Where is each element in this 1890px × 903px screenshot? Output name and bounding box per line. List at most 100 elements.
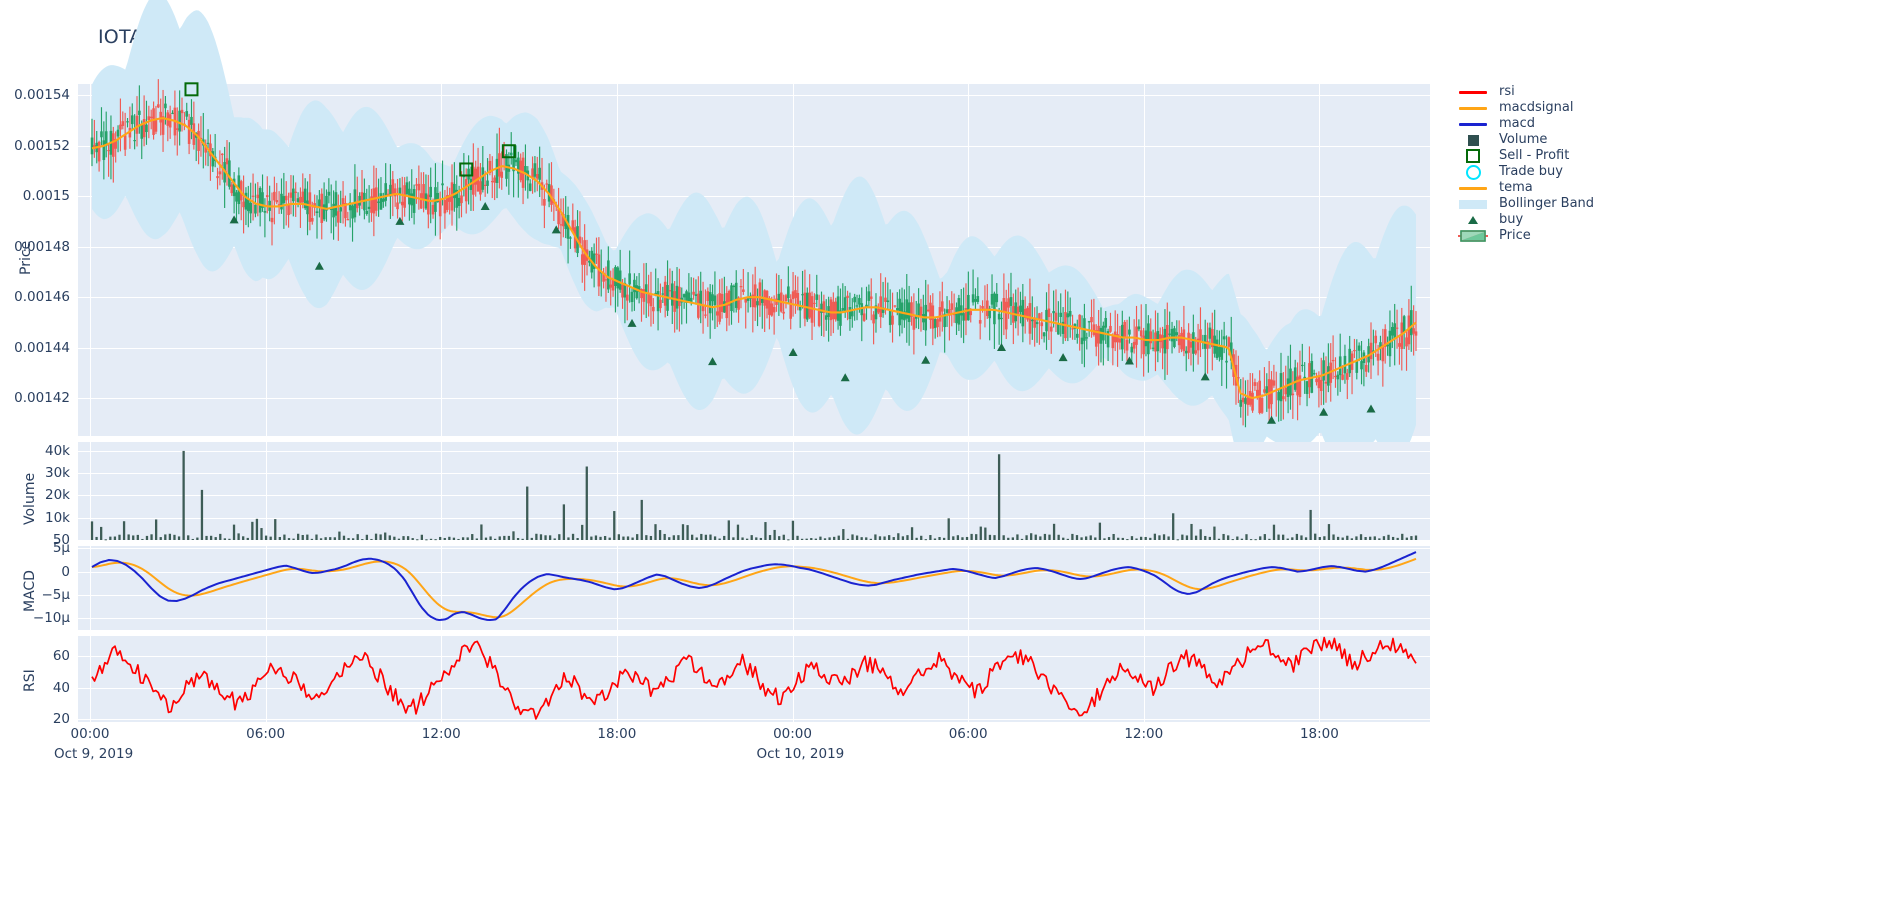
chart-legend[interactable]: rsi macdsignal macd Volume Sell - Profit Trad… [1455, 84, 1885, 244]
candle-body [732, 285, 736, 288]
buy-marker[interactable] [840, 373, 850, 382]
volume-bar [338, 531, 341, 540]
candle-body [588, 260, 591, 263]
candle-body [967, 294, 970, 321]
candle-body [1080, 337, 1084, 345]
macd-chart-panel[interactable] [78, 546, 1430, 630]
candle-body [1315, 378, 1318, 383]
volume-bar [1227, 535, 1230, 540]
legend-item-rsi[interactable]: rsi [1455, 84, 1885, 100]
candle-body [211, 151, 215, 167]
gridline-horizontal [78, 398, 1430, 400]
candle-body [1116, 334, 1119, 343]
price-chart-panel[interactable] [78, 0, 1430, 477]
legend-item-bollinger-band[interactable]: Bollinger Band [1455, 196, 1885, 212]
candle-body [877, 308, 880, 313]
candle-body [618, 270, 622, 290]
candle-body [287, 204, 290, 216]
x-axis-tick: 12:00 [421, 726, 461, 742]
candle-body [659, 299, 662, 309]
volume-bar [223, 538, 227, 540]
buy-marker[interactable] [1124, 356, 1134, 365]
buy-marker[interactable] [627, 318, 637, 327]
candle-body [1144, 330, 1148, 347]
buy-marker[interactable] [1058, 353, 1068, 362]
buy-marker[interactable] [921, 355, 931, 364]
buy-marker[interactable] [788, 348, 798, 357]
candle-body [344, 202, 347, 219]
gridline-vertical [265, 636, 267, 722]
candle-body [1149, 331, 1153, 344]
candle-body [528, 183, 532, 191]
candle-body [1177, 335, 1181, 346]
buy-marker[interactable] [1267, 415, 1277, 424]
volume-bar [975, 534, 978, 540]
volume-bar [1373, 536, 1376, 540]
candle-body [886, 300, 890, 303]
candle-body [145, 124, 148, 133]
candle-body [161, 116, 165, 135]
volume-bar [347, 538, 350, 540]
volume-bar [590, 536, 593, 540]
line-icon [1455, 100, 1491, 116]
volume-bar [1117, 537, 1120, 540]
sell-profit-marker[interactable] [501, 144, 516, 159]
volume-chart-panel[interactable] [78, 442, 1430, 541]
candle-body [822, 301, 826, 313]
rsi-chart-panel[interactable] [78, 636, 1430, 722]
volume-bar [759, 537, 763, 540]
buy-marker[interactable] [480, 201, 490, 210]
legend-item-volume[interactable]: Volume [1455, 132, 1885, 148]
gridline-vertical [90, 636, 91, 722]
candle-body [621, 284, 624, 298]
legend-item-tema[interactable]: tema [1455, 180, 1885, 196]
candle-body [623, 282, 627, 298]
volume-bar [297, 533, 300, 540]
candle-body [881, 307, 885, 313]
volume-bar [1245, 534, 1248, 540]
volume-bar [640, 499, 643, 540]
volume-bar [1382, 536, 1386, 540]
candle-body [230, 184, 234, 194]
candle-body [455, 189, 459, 208]
sell-profit-marker[interactable] [184, 82, 199, 97]
volume-bar [530, 537, 533, 540]
volume-bar [1323, 536, 1326, 540]
volume-bar [1208, 536, 1211, 540]
candle-body [1312, 373, 1316, 375]
buy-marker[interactable] [551, 225, 561, 234]
buy-marker[interactable] [314, 261, 324, 270]
volume-bar [622, 536, 625, 540]
legend-item-sell-profit[interactable]: Sell - Profit [1455, 148, 1885, 164]
volume-bar [1139, 536, 1143, 540]
candle-body [652, 306, 655, 312]
buy-marker[interactable] [1200, 372, 1210, 381]
gridline-vertical [792, 546, 794, 630]
legend-item-macdsignal[interactable]: macdsignal [1455, 100, 1885, 116]
buy-marker[interactable] [1319, 407, 1329, 416]
candle-body [1192, 332, 1195, 354]
buy-marker[interactable] [1366, 404, 1376, 413]
candle-body [1097, 325, 1100, 344]
buy-marker[interactable] [708, 357, 718, 366]
buy-marker[interactable] [395, 216, 405, 225]
volume-bar [1236, 536, 1239, 540]
candle-body [348, 202, 352, 211]
buy-marker[interactable] [997, 342, 1007, 351]
candle-body [265, 195, 269, 198]
candle-body [701, 304, 705, 312]
candle-body [273, 191, 276, 201]
legend-item-price[interactable]: Price [1455, 228, 1885, 244]
legend-item-macd[interactable]: macd [1455, 116, 1885, 132]
volume-bar [370, 538, 373, 540]
candle-body [351, 205, 354, 219]
legend-item-trade-buy[interactable]: Trade buy [1455, 164, 1885, 180]
buy-marker[interactable] [229, 215, 239, 224]
candle-body [912, 317, 916, 330]
sell-profit-marker[interactable] [459, 162, 474, 177]
candle-body [725, 293, 729, 319]
volume-bar [452, 537, 456, 540]
legend-item-buy[interactable]: buy [1455, 212, 1885, 228]
candle-body [303, 188, 307, 209]
candle-body [893, 305, 897, 307]
